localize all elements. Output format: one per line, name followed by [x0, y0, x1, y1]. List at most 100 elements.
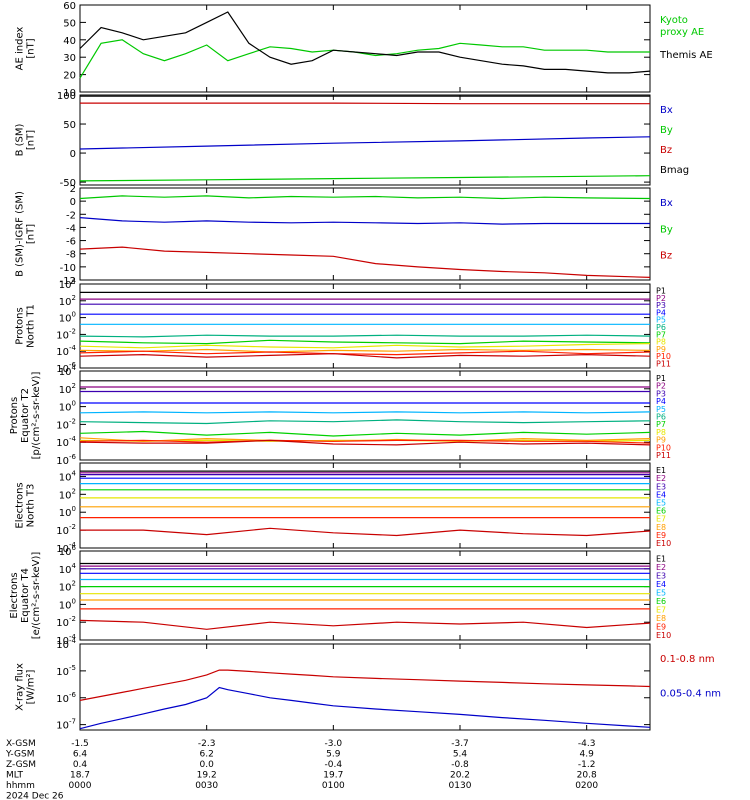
y-tick-label: 10 [63, 88, 76, 99]
legend-entry: By [660, 224, 673, 235]
y-axis-label: Protons [9, 397, 20, 434]
y-tick-label: 10-2 [56, 523, 76, 537]
series-line-kyoto-proxy-ae [79, 39, 650, 79]
legend-entry: Bmag [660, 165, 689, 176]
plot-frame [79, 370, 651, 461]
ephemeris-value: -3.7 [451, 739, 469, 749]
series-line-p7 [79, 430, 651, 437]
legend-entry: P1 [656, 287, 666, 296]
legend-entry: E8 [656, 614, 666, 623]
y-tick-label: 10-6 [56, 453, 76, 467]
ephemeris-value: -2.3 [198, 739, 216, 749]
y-axis-label: North T1 [26, 304, 37, 348]
y-tick-label: 10-4 [56, 344, 76, 358]
y-axis-label: Electrons [9, 572, 20, 618]
ephemeris-value: 0000 [69, 781, 92, 791]
legend-entry: E3 [656, 482, 666, 491]
legend-entry: E6 [656, 597, 666, 606]
legend-entry: Bx [660, 105, 673, 116]
ephemeris-label: MLT [6, 771, 24, 781]
series-line-themis-ae [79, 11, 651, 74]
legend-entry: E10 [656, 631, 671, 640]
legend-entry: E7 [656, 605, 666, 614]
legend-entry: Bz [660, 251, 672, 262]
series-line-e10 [79, 619, 651, 630]
legend-entry: P9 [656, 436, 666, 445]
legend-entry: E2 [656, 563, 666, 572]
ephemeris-value: -1.2 [578, 760, 596, 770]
ephemeris-value: 18.7 [70, 771, 90, 781]
legend-entry: E5 [656, 498, 666, 507]
series-line-by [79, 195, 651, 200]
legend-entry: P7 [656, 420, 666, 429]
y-tick-label: 100 [57, 91, 76, 102]
series-line-p8 [79, 343, 651, 349]
y-tick-label: -10 [60, 263, 76, 274]
plot-frame [79, 4, 651, 93]
legend-entry: E9 [656, 622, 666, 631]
y-tick-label: 20 [63, 71, 76, 82]
ephemeris-value: 0.4 [73, 760, 88, 770]
legend-entry: P3 [656, 301, 666, 310]
y-tick-label: 0 [70, 149, 76, 160]
legend-entry: P1 [656, 374, 666, 383]
ephemeris-value: 19.2 [197, 771, 217, 781]
legend-entry: E7 [656, 515, 666, 524]
ephemeris-value: 6.4 [73, 750, 88, 760]
legend-entry: P4 [656, 308, 666, 317]
legend-entry: 0.1-0.8 nm [660, 654, 715, 665]
plot-frame [79, 462, 651, 549]
legend-entry: P10 [656, 352, 671, 361]
y-tick-label: 10-5 [56, 664, 76, 678]
y-tick-label: 10-7 [56, 718, 76, 732]
y-tick-label: 10-6 [56, 691, 76, 705]
legend-entry: P9 [656, 345, 666, 354]
legend-entry: P11 [656, 451, 671, 460]
ephemeris-value: -0.4 [325, 760, 343, 770]
y-tick-label: 100 [59, 400, 76, 414]
plot-frame [79, 187, 651, 281]
y-tick-label: 102 [59, 487, 76, 501]
y-axis-label: North T3 [26, 484, 37, 528]
legend-entry: P5 [656, 316, 666, 325]
y-tick-label: 60 [63, 1, 76, 12]
y-axis-label: [e/(cm²-s-sr-keV)] [31, 552, 42, 640]
legend-entry: E10 [656, 539, 671, 548]
y-tick-label: -6 [66, 237, 76, 248]
legend-entry: Themis AE [659, 50, 713, 61]
series-line-p10 [79, 439, 651, 444]
y-tick-label: 10-2 [56, 417, 76, 431]
y-tick-label: 50 [63, 18, 76, 29]
ephemeris-value: 0030 [195, 781, 218, 791]
series-line-p11 [79, 439, 651, 446]
legend-entry: P2 [656, 294, 666, 303]
legend-entry: E4 [656, 580, 666, 589]
legend-entry: 0.05-0.4 nm [660, 688, 721, 699]
series-line-p7 [79, 339, 651, 345]
series-line-bx [79, 217, 650, 225]
legend-entry: P4 [656, 397, 666, 406]
series-line-p11 [79, 353, 651, 359]
series-line-p6 [79, 419, 651, 425]
series-line-bz [80, 102, 650, 105]
y-tick-label: 10-4 [56, 637, 76, 651]
y-tick-label: 104 [59, 364, 77, 378]
series-line-p6 [79, 334, 651, 338]
y-tick-label: 100 [59, 597, 76, 611]
plot-frame [79, 550, 651, 641]
y-axis-label: B (SM)-IGRF (SM) [15, 191, 26, 277]
ephemeris-value: 20.8 [577, 771, 597, 781]
ephemeris-value: -1.5 [71, 739, 89, 749]
legend-entry: E2 [656, 474, 666, 483]
ephemeris-value: 0200 [575, 781, 598, 791]
legend-entry: E6 [656, 507, 666, 516]
panel-bsm: -50 0 50 100 B (SM) [nT] Bx By Bz Bmag [15, 91, 690, 189]
series-line-e10 [80, 527, 651, 537]
ephemeris-value: 5.9 [326, 750, 341, 760]
y-tick-label: 104 [59, 277, 77, 291]
ephemeris-value: 20.2 [450, 771, 470, 781]
